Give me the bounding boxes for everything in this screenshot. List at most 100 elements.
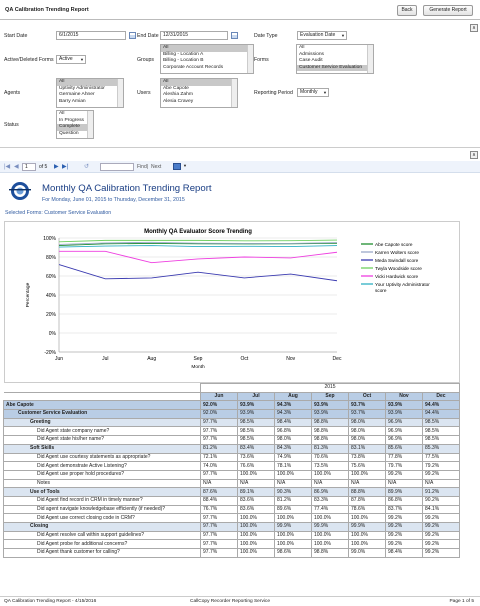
table-row: Greeting 97.7% 98.5% 98.4% 98.8% 98.0% 96.9% 98… bbox=[3, 417, 460, 428]
agents-option[interactable]: All bbox=[57, 79, 123, 86]
series-line bbox=[58, 239, 338, 243]
agents-scrollbar[interactable] bbox=[117, 79, 123, 107]
users-option[interactable]: Abe Capote bbox=[163, 85, 189, 91]
groups-option[interactable]: Billing - Location A bbox=[163, 51, 204, 57]
legend-label: Meda Swindall score bbox=[375, 258, 419, 263]
agents-option[interactable]: Germaine Ahner bbox=[59, 92, 95, 97]
report-title: Monthly QA Calibration Trending Report bbox=[42, 183, 212, 194]
row-label[interactable]: Abe Capote bbox=[3, 400, 201, 411]
agents-option[interactable]: Barry Amian bbox=[59, 98, 86, 104]
cell-value: 100.0% bbox=[348, 513, 386, 523]
table-corner bbox=[3, 383, 201, 393]
start-date-input[interactable]: 6/1/2015 bbox=[56, 31, 126, 40]
users-scrollbar[interactable] bbox=[231, 79, 237, 107]
first-page-icon[interactable]: |◀ bbox=[4, 164, 11, 170]
cell-value: 74.0% bbox=[200, 461, 238, 471]
cell-value: 99.2% bbox=[385, 513, 423, 523]
table-row: Did Agent thank customer for calling? 97.… bbox=[3, 548, 460, 558]
cell-value: 99.0% bbox=[348, 548, 386, 558]
status-option[interactable]: In Progress bbox=[59, 117, 85, 123]
start-date-calendar-icon[interactable] bbox=[129, 32, 136, 39]
table-row: Did Agent use courtesy statements as app… bbox=[3, 452, 460, 463]
row-label: Notes bbox=[3, 478, 201, 489]
row-label[interactable]: Closing bbox=[3, 522, 201, 532]
cell-value: 74.9% bbox=[274, 452, 312, 463]
export-icon[interactable] bbox=[173, 163, 181, 170]
row-label: Did Agent find record in CRM in timely m… bbox=[3, 495, 201, 506]
cell-value: 77.4% bbox=[311, 504, 349, 515]
cell-value: 98.8% bbox=[311, 426, 349, 437]
date-type-select[interactable]: Evaluation Date bbox=[297, 31, 347, 40]
refresh-icon[interactable]: ↺ bbox=[84, 164, 90, 170]
active-deleted-forms-select[interactable]: Active bbox=[56, 55, 86, 64]
agents-option[interactable]: Uptivity Administrator bbox=[59, 85, 105, 91]
cell-value: 98.5% bbox=[422, 426, 460, 437]
groups-scrollbar[interactable] bbox=[247, 45, 253, 73]
report-footer: QA Calibration Trending Report - 4/15/20… bbox=[0, 596, 480, 606]
find-input[interactable] bbox=[100, 163, 134, 171]
row-label: Did Agent use courtesy statements as app… bbox=[3, 452, 201, 463]
collapse-filters-icon[interactable]: ∧ bbox=[470, 151, 478, 159]
find-link[interactable]: Find bbox=[137, 164, 147, 170]
groups-option[interactable]: All bbox=[161, 45, 253, 52]
agents-listbox[interactable]: All Uptivity Administrator Germaine Ahne… bbox=[56, 78, 124, 108]
groups-listbox[interactable]: All Billing - Location A Billing - Locat… bbox=[160, 44, 254, 74]
cell-value: 93.9% bbox=[311, 400, 349, 411]
cell-value: 97.7% bbox=[200, 417, 238, 428]
back-button[interactable]: Back bbox=[397, 5, 417, 16]
table-row: Did Agent demonstrate Active Listening? 7… bbox=[3, 461, 460, 471]
table-month-row: Jun Jul Aug Sep Oct Nov Dec bbox=[3, 391, 460, 402]
end-date-calendar-icon[interactable] bbox=[231, 32, 238, 39]
next-page-icon[interactable]: ▶ bbox=[54, 164, 59, 170]
forms-listbox[interactable]: All Admissions Case Audit Customer Servi… bbox=[296, 44, 374, 74]
row-label: Did Agent use correct closing code in CR… bbox=[3, 513, 201, 523]
groups-option[interactable]: Billing - Location B bbox=[163, 58, 204, 63]
users-option[interactable]: All bbox=[161, 79, 237, 86]
users-option[interactable]: Alesia Cravey bbox=[163, 98, 194, 104]
forms-option[interactable]: All bbox=[299, 45, 305, 50]
cell-value: 83.1% bbox=[348, 443, 386, 454]
cell-value: 99.2% bbox=[422, 522, 460, 532]
forms-option[interactable]: Case Audit bbox=[299, 58, 323, 63]
status-option[interactable]: All bbox=[59, 111, 65, 116]
prev-page-icon[interactable]: ◀ bbox=[14, 164, 19, 170]
generate-report-button[interactable]: Generate Report bbox=[423, 5, 473, 16]
forms-option[interactable]: Customer Service Evaluation bbox=[297, 64, 373, 71]
cell-value: 87.8% bbox=[348, 495, 386, 506]
cell-value: 98.5% bbox=[422, 417, 460, 428]
next-link[interactable]: Next bbox=[151, 164, 162, 170]
status-listbox[interactable]: All In Progress Complete Question bbox=[56, 110, 94, 139]
cell-value: 93.7% bbox=[348, 400, 386, 411]
cell-value: 83.3% bbox=[311, 495, 349, 506]
row-label[interactable]: Greeting bbox=[3, 417, 201, 428]
y-tick-label: 0% bbox=[49, 331, 57, 337]
table-month-header: Jun bbox=[200, 391, 238, 402]
reporting-period-select[interactable]: Monthly bbox=[297, 88, 329, 97]
cell-value: 94.4% bbox=[422, 400, 460, 411]
end-date-input[interactable]: 12/31/2015 bbox=[160, 31, 228, 40]
table-year-row: 2015 bbox=[3, 383, 460, 393]
cell-value: 93.9% bbox=[237, 400, 275, 411]
status-scrollbar[interactable] bbox=[87, 111, 93, 138]
cell-value: 76.6% bbox=[237, 461, 275, 471]
cell-value: 98.8% bbox=[311, 548, 349, 558]
users-option[interactable]: Aleshia Zahm bbox=[163, 92, 193, 97]
row-label[interactable]: Use of Tools bbox=[3, 487, 201, 497]
legend-label: Karren Wolters score bbox=[375, 250, 419, 255]
row-label[interactable]: Soft Skills bbox=[3, 443, 201, 454]
row-label[interactable]: Customer Service Evaluation bbox=[3, 409, 201, 419]
users-listbox[interactable]: All Abe Capote Aleshia Zahm Alesia Crave… bbox=[160, 78, 238, 108]
table-row: Soft Skills 81.2% 83.4% 84.3% 81.3% 83.1% 85.6… bbox=[3, 443, 460, 454]
status-option[interactable]: Question bbox=[59, 130, 79, 136]
row-label: Did Agent probe for additional concerns? bbox=[3, 539, 201, 550]
status-option[interactable]: Complete bbox=[57, 124, 93, 131]
last-page-icon[interactable]: ▶| bbox=[62, 164, 69, 170]
forms-scrollbar[interactable] bbox=[367, 45, 373, 73]
export-dropdown-icon[interactable]: ▼ bbox=[183, 163, 187, 168]
cell-value: 93.9% bbox=[237, 409, 275, 419]
collapse-filters-top-icon[interactable]: ∧ bbox=[470, 24, 478, 32]
groups-option[interactable]: Corporate Account Records bbox=[163, 64, 224, 70]
x-tick-label: Oct bbox=[240, 356, 248, 362]
page-number-input[interactable]: 1 bbox=[22, 163, 36, 171]
forms-option[interactable]: Admissions bbox=[299, 51, 325, 57]
